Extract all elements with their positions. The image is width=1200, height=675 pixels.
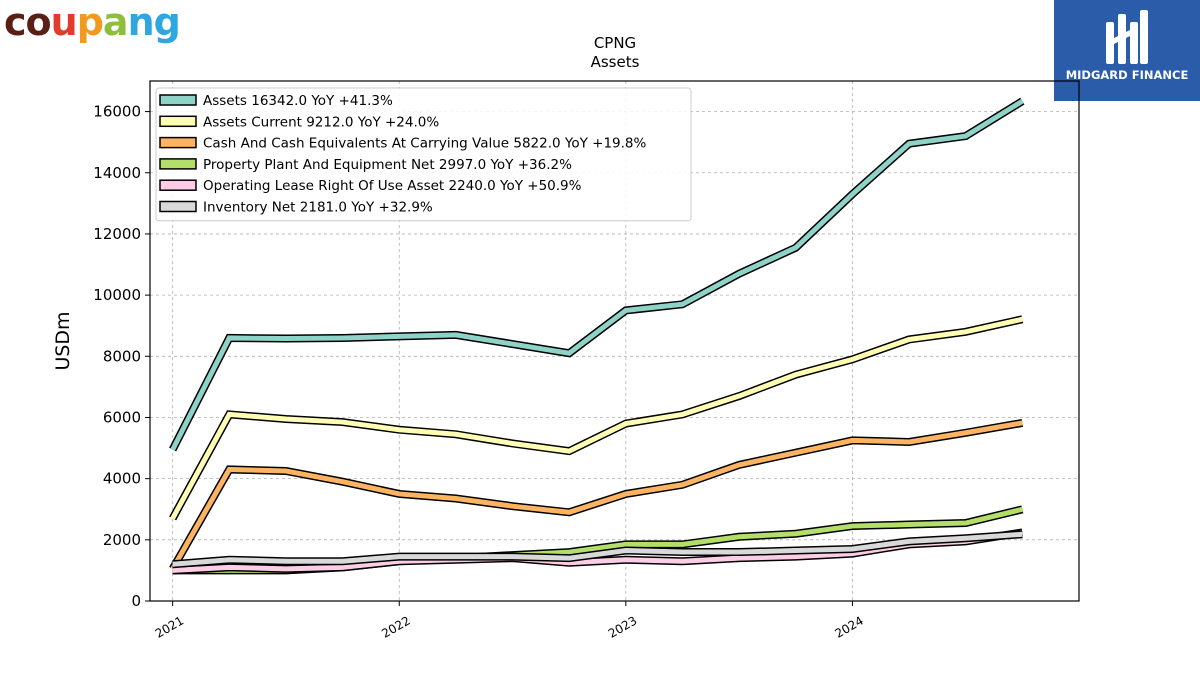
coupang-logo: coupang xyxy=(4,0,181,46)
logo-letter: p xyxy=(76,0,104,44)
y-tick-label: 14000 xyxy=(93,164,141,182)
y-tick-label: 4000 xyxy=(103,470,141,488)
legend-entry: Assets 16342.0 YoY +41.3% xyxy=(203,93,393,109)
axes: 0 2000 4000 6000 8000 10000 12000 14000 16000 202… xyxy=(93,103,866,641)
logo-letter: g xyxy=(153,0,181,44)
logo-letter: u xyxy=(50,0,78,44)
legend-entry: Inventory Net 2181.0 YoY +32.9% xyxy=(203,200,433,216)
logo-letter: o xyxy=(25,0,52,44)
legend-entry: Assets Current 9212.0 YoY +24.0% xyxy=(203,114,439,130)
legend: Assets 16342.0 YoY +41.3% Assets Current … xyxy=(155,87,692,222)
legend-swatch xyxy=(159,200,197,213)
legend-entry: Property Plant And Equipment Net 2997.0 … xyxy=(203,157,572,173)
legend-swatch xyxy=(159,94,197,106)
y-tick-label: 0 xyxy=(131,592,141,610)
legend-box xyxy=(155,87,692,222)
y-tick-label: 6000 xyxy=(103,408,141,426)
y-axis-label: USDm xyxy=(52,311,74,370)
chart-title: CPNG xyxy=(594,34,636,52)
plot-frame xyxy=(149,80,1080,602)
legend-swatch xyxy=(159,179,197,191)
midgard-emblem-icon xyxy=(1106,10,1148,64)
series-lines xyxy=(169,97,1025,575)
chart-subtitle: Assets xyxy=(591,53,640,71)
y-tick-label: 12000 xyxy=(93,225,141,243)
y-tick-label: 16000 xyxy=(93,103,141,121)
y-tick-label: 10000 xyxy=(93,286,141,304)
series-line xyxy=(172,531,1023,567)
x-tick-label: 2021 xyxy=(153,613,186,640)
series-line xyxy=(170,420,1023,571)
y-tick-label: 8000 xyxy=(103,347,141,365)
series-line xyxy=(170,316,1023,520)
x-tick-label: 2022 xyxy=(379,613,412,640)
y-tick-label: 2000 xyxy=(103,531,141,549)
logo-letter: n xyxy=(127,0,155,44)
legend-entry: Operating Lease Right Of Use Asset 2240.… xyxy=(203,178,582,194)
series-line xyxy=(170,98,1024,451)
legend-entry: Cash And Cash Equivalents At Carrying Va… xyxy=(203,136,647,152)
legend-swatch xyxy=(159,158,197,170)
x-tick-label: 2023 xyxy=(606,613,639,640)
logo-letter: c xyxy=(4,0,27,44)
legend-swatch xyxy=(159,136,197,149)
logo-letter: a xyxy=(102,0,129,44)
legend-swatch xyxy=(159,115,197,128)
midgard-finance-logo: MIDGARD FINANCE xyxy=(1054,0,1200,101)
midgard-finance-text: MIDGARD FINANCE xyxy=(1065,68,1189,82)
x-tick-label: 2024 xyxy=(832,613,865,640)
